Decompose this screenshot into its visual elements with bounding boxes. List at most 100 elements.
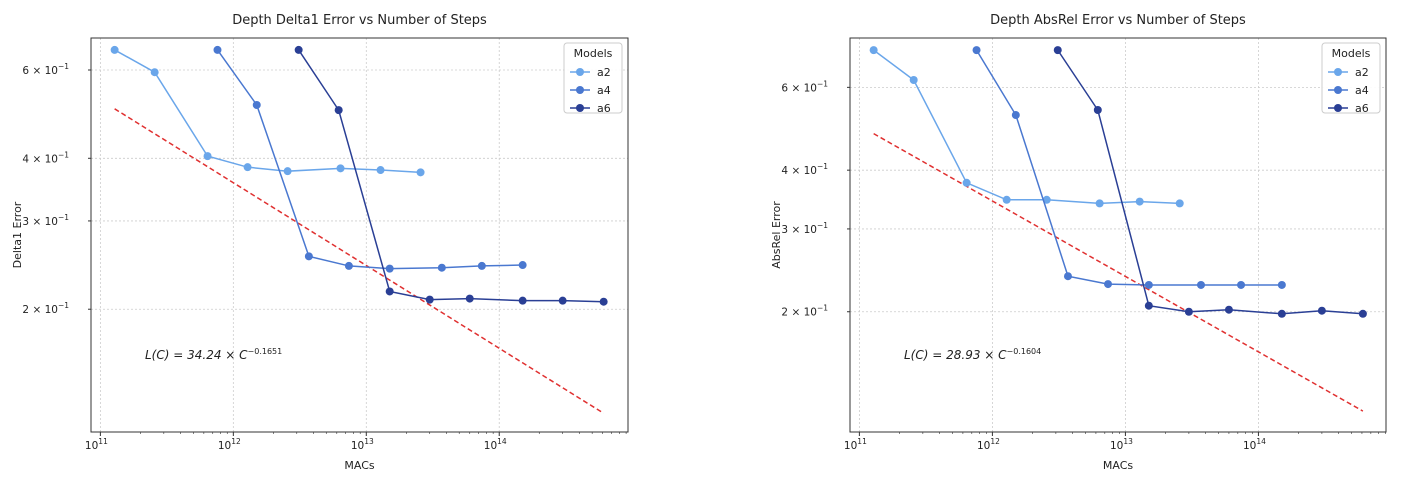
- data-point-a2: [1175, 199, 1184, 208]
- y-tick-label: 6 × 10−1: [781, 79, 828, 94]
- data-point-a4: [477, 261, 486, 270]
- data-point-a4: [518, 261, 527, 270]
- y-tick-exp: −1: [817, 304, 828, 313]
- data-point-a6: [1093, 106, 1102, 115]
- data-point-a4: [972, 46, 981, 55]
- data-point-a4: [437, 263, 446, 272]
- data-point-a6: [294, 45, 303, 54]
- data-point-a2: [1002, 195, 1011, 204]
- fit-line: [873, 132, 1364, 412]
- legend-marker-a4: [1334, 86, 1342, 94]
- y-tick-exp: −1: [58, 213, 69, 222]
- legend-marker-a2: [1334, 68, 1342, 76]
- x-tick-label: 1012: [218, 437, 241, 452]
- data-point-a6: [1277, 309, 1286, 318]
- x-tick-label: 1011: [844, 437, 867, 452]
- data-point-a6: [1358, 309, 1367, 318]
- fit-line: [114, 108, 605, 414]
- plot-frame: [90, 37, 629, 433]
- data-point-a4: [304, 252, 313, 261]
- series-line-a4: [975, 49, 1282, 286]
- chart-title: Depth Delta1 Error vs Number of Steps: [232, 13, 487, 28]
- y-tick-label: 2 × 10−1: [781, 304, 828, 319]
- data-point-a2: [336, 164, 345, 173]
- x-axis-label: MACs: [344, 459, 375, 472]
- y-tick-exp: −1: [58, 301, 69, 310]
- data-point-a4: [1063, 272, 1072, 281]
- x-tick-base: 10: [218, 440, 231, 452]
- fit-equation-base: L(C) = 34.24 × C: [145, 348, 248, 362]
- legend-marker-a2: [576, 68, 584, 76]
- y-tick-label: 3 × 10−1: [781, 221, 828, 236]
- legend-box: [1321, 42, 1381, 114]
- y-tick-exp: −1: [817, 79, 828, 88]
- legend-label-a6: a6: [597, 102, 611, 115]
- y-tick-exp: −1: [58, 150, 69, 159]
- legend-marker-a6: [576, 104, 584, 112]
- data-point-a2: [1095, 199, 1104, 208]
- data-point-a6: [385, 287, 394, 296]
- data-point-a6: [334, 106, 343, 115]
- data-point-a2: [416, 168, 425, 177]
- y-tick-label: 4 × 10−1: [22, 150, 69, 165]
- series-line-a2: [873, 49, 1180, 205]
- x-tick-exp: 12: [231, 437, 241, 446]
- data-point-a2: [1135, 197, 1144, 206]
- legend-label-a6: a6: [1355, 102, 1369, 115]
- series-line-a4: [216, 49, 523, 270]
- y-tick-mantissa: 3 × 10: [781, 224, 817, 236]
- data-point-a4: [1144, 280, 1153, 289]
- series-line-a6: [1057, 49, 1363, 315]
- legend-box: [563, 42, 623, 114]
- legend-title: Models: [1332, 47, 1371, 60]
- data-point-a2: [1042, 195, 1051, 204]
- plot-frame: [849, 37, 1387, 433]
- data-point-a4: [1104, 280, 1113, 289]
- data-point-a6: [599, 297, 608, 306]
- data-point-a2: [150, 68, 159, 77]
- data-point-a2: [283, 167, 292, 176]
- y-axis-label: Delta1 Error: [11, 201, 24, 268]
- y-tick-mantissa: 3 × 10: [22, 216, 58, 228]
- chart-title: Depth AbsRel Error vs Number of Steps: [990, 13, 1246, 28]
- x-tick-base: 10: [351, 440, 364, 452]
- legend-label-a4: a4: [597, 84, 611, 97]
- fit-equation: L(C) = 34.24 × C−0.1651: [145, 347, 282, 362]
- data-point-a6: [518, 296, 527, 305]
- legend-marker-a6: [1334, 104, 1342, 112]
- data-point-a6: [1144, 301, 1153, 310]
- x-tick-exp: 11: [857, 437, 867, 446]
- x-tick-base: 10: [1110, 440, 1123, 452]
- data-point-a2: [376, 166, 385, 175]
- y-tick-mantissa: 2 × 10: [22, 304, 58, 316]
- data-point-a4: [1196, 280, 1205, 289]
- y-tick-mantissa: 2 × 10: [781, 307, 817, 319]
- y-tick-exp: −1: [58, 62, 69, 71]
- x-tick-base: 10: [977, 440, 990, 452]
- data-point-a6: [1053, 46, 1062, 55]
- x-tick-exp: 14: [1256, 437, 1266, 446]
- data-point-a2: [909, 75, 918, 84]
- y-tick-mantissa: 6 × 10: [22, 65, 58, 77]
- y-tick-exp: −1: [817, 162, 828, 171]
- data-point-a4: [1277, 280, 1286, 289]
- data-point-a6: [465, 294, 474, 303]
- data-point-a2: [203, 152, 212, 161]
- data-point-a2: [110, 45, 119, 54]
- data-point-a2: [243, 163, 252, 172]
- fit-equation-base: L(C) = 28.93 × C: [904, 348, 1007, 362]
- x-tick-exp: 13: [1123, 437, 1133, 446]
- x-tick-exp: 13: [364, 437, 374, 446]
- data-point-a6: [425, 295, 434, 304]
- fit-equation-exp: −0.1604: [1007, 347, 1042, 356]
- x-tick-label: 1011: [85, 437, 108, 452]
- data-point-a4: [1011, 111, 1020, 120]
- legend-label-a4: a4: [1355, 84, 1369, 97]
- x-tick-base: 10: [85, 440, 98, 452]
- y-tick-mantissa: 6 × 10: [781, 82, 817, 94]
- y-tick-label: 4 × 10−1: [781, 162, 828, 177]
- series-line-a2: [114, 49, 421, 174]
- x-tick-label: 1014: [1243, 437, 1266, 452]
